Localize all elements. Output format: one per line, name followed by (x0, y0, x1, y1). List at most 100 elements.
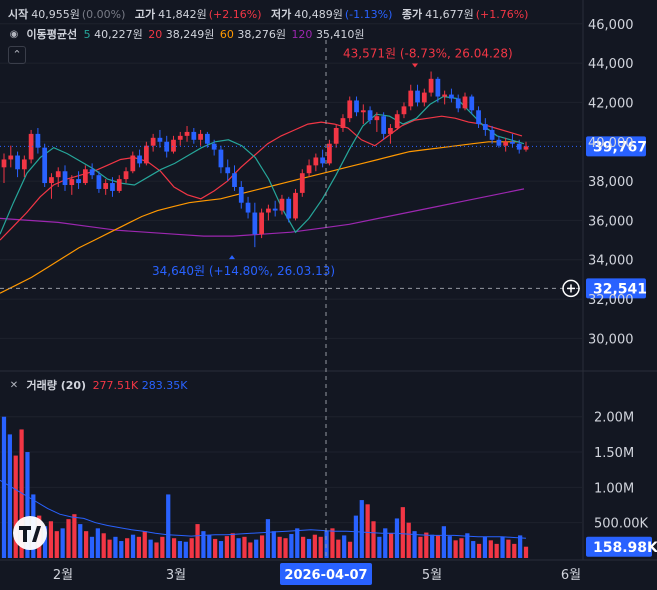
low-label: 저가 (271, 8, 292, 21)
volume-bar (430, 534, 435, 558)
volume-bar (465, 533, 470, 558)
volume-bar (1, 416, 7, 558)
logo-bg (13, 516, 47, 550)
volume-bar (66, 519, 71, 558)
crosshair-price-label: 32,541 (593, 281, 647, 297)
x-tick-label: 6월 (561, 568, 581, 583)
candle-body (435, 78, 441, 97)
volume-bar (342, 535, 347, 558)
price-tick-label: 32,000 (588, 293, 634, 308)
candle-body (157, 137, 163, 142)
ma60-value: 38,276원 (237, 28, 286, 41)
close-change: (+1.76%) (475, 8, 529, 21)
candle-body (252, 212, 258, 235)
volume-bar (248, 542, 253, 558)
candle-body (469, 96, 475, 111)
candle-body (360, 110, 366, 113)
x-tick-label: 3월 (166, 568, 186, 583)
price-tick-label: 36,000 (588, 214, 634, 229)
volume-bar (89, 536, 95, 558)
ma-legend[interactable]: ◉ 이동평균선 5 40,227원 20 38,249원 60 38,276원 … (8, 26, 367, 42)
close-icon[interactable]: ✕ (9, 380, 19, 391)
candle-body (137, 155, 142, 164)
candle-body (401, 106, 407, 115)
ma5-value: 40,227원 (94, 28, 143, 41)
high-annotation: 43,571원 (-8.73%, 26.04.28) (343, 47, 513, 61)
volume-bar (336, 539, 341, 558)
volume-bar (500, 536, 505, 558)
volume-bar (330, 528, 335, 558)
volume-bar (136, 536, 142, 558)
candle-body (293, 192, 298, 219)
close-label: 종가 (401, 8, 423, 21)
volume-legend[interactable]: ✕ 거래량 (20) 277.51K 283.35K (8, 377, 188, 393)
volume-bar (383, 528, 388, 558)
volume-bar (406, 522, 411, 558)
volume-bar (171, 538, 177, 558)
candle-body (340, 118, 346, 128)
candle-body (110, 183, 115, 191)
crosshair-price-badge (586, 278, 646, 299)
volume-bar (365, 504, 370, 558)
volume-bar (512, 543, 517, 558)
candle-body (354, 100, 359, 113)
volume-bar (13, 455, 18, 558)
candle-body (394, 114, 400, 128)
candle-body (455, 98, 461, 109)
price-tick-label: 42,000 (588, 96, 634, 111)
candle-body (462, 96, 468, 109)
volume-down-value: 283.35K (141, 379, 188, 392)
ma60-line (0, 141, 520, 294)
volume-bar (195, 524, 200, 558)
candle-body (89, 169, 95, 176)
volume-bar (312, 534, 317, 558)
candle-body (415, 90, 420, 103)
candle-body (96, 175, 102, 189)
volume-bar (183, 541, 188, 558)
volume-bar (142, 531, 147, 558)
plus-circle-icon[interactable] (562, 279, 580, 298)
low-value: 40,489원 (294, 8, 343, 21)
volume-bar (476, 543, 482, 558)
overlays: 39,767 32,541 43,571원 (-8.73%, 26.04.28) 34… (0, 40, 657, 560)
logo-mark (19, 526, 41, 542)
ma5-period: 5 (83, 28, 91, 41)
volume-bar (471, 541, 476, 558)
candle-body (191, 131, 197, 140)
candle-body (482, 124, 488, 130)
volume-bar (523, 546, 529, 558)
high-change: (+2.16%) (208, 8, 262, 21)
volume-bar (518, 535, 523, 558)
candle-body (374, 116, 380, 121)
candle-body (225, 167, 231, 174)
high-value: 41,842원 (158, 8, 207, 21)
chevron-up-icon[interactable]: ⌃ (8, 46, 26, 64)
volume-bar (42, 526, 48, 558)
volume-bar (301, 536, 306, 558)
ma-legend-label: 이동평균선 (26, 28, 78, 41)
candle-body (333, 127, 339, 144)
volume-ma20-line (0, 479, 527, 539)
volume-bar (207, 535, 212, 558)
volume-tick-label: 2.00M (594, 411, 634, 426)
candle-body (367, 110, 373, 121)
volume-bar (447, 536, 452, 558)
current-price-label: 39,767 (593, 139, 647, 155)
candle-body (211, 143, 217, 150)
candle-body (116, 179, 122, 191)
ma60-period: 60 (219, 28, 234, 41)
volume-bar (277, 536, 282, 558)
volume-bar (424, 532, 429, 558)
volume-bar (25, 452, 30, 558)
eye-icon[interactable]: ◉ (9, 29, 19, 40)
volume-bar (84, 531, 89, 558)
candle-body (1, 159, 7, 168)
candle-body (272, 208, 278, 211)
volume-tick-label: 1.00M (594, 481, 634, 496)
candle-body (130, 155, 136, 172)
volume-bar (435, 535, 441, 558)
volume-bar (160, 536, 165, 558)
candle-body (476, 110, 481, 125)
candle-body (510, 141, 515, 144)
